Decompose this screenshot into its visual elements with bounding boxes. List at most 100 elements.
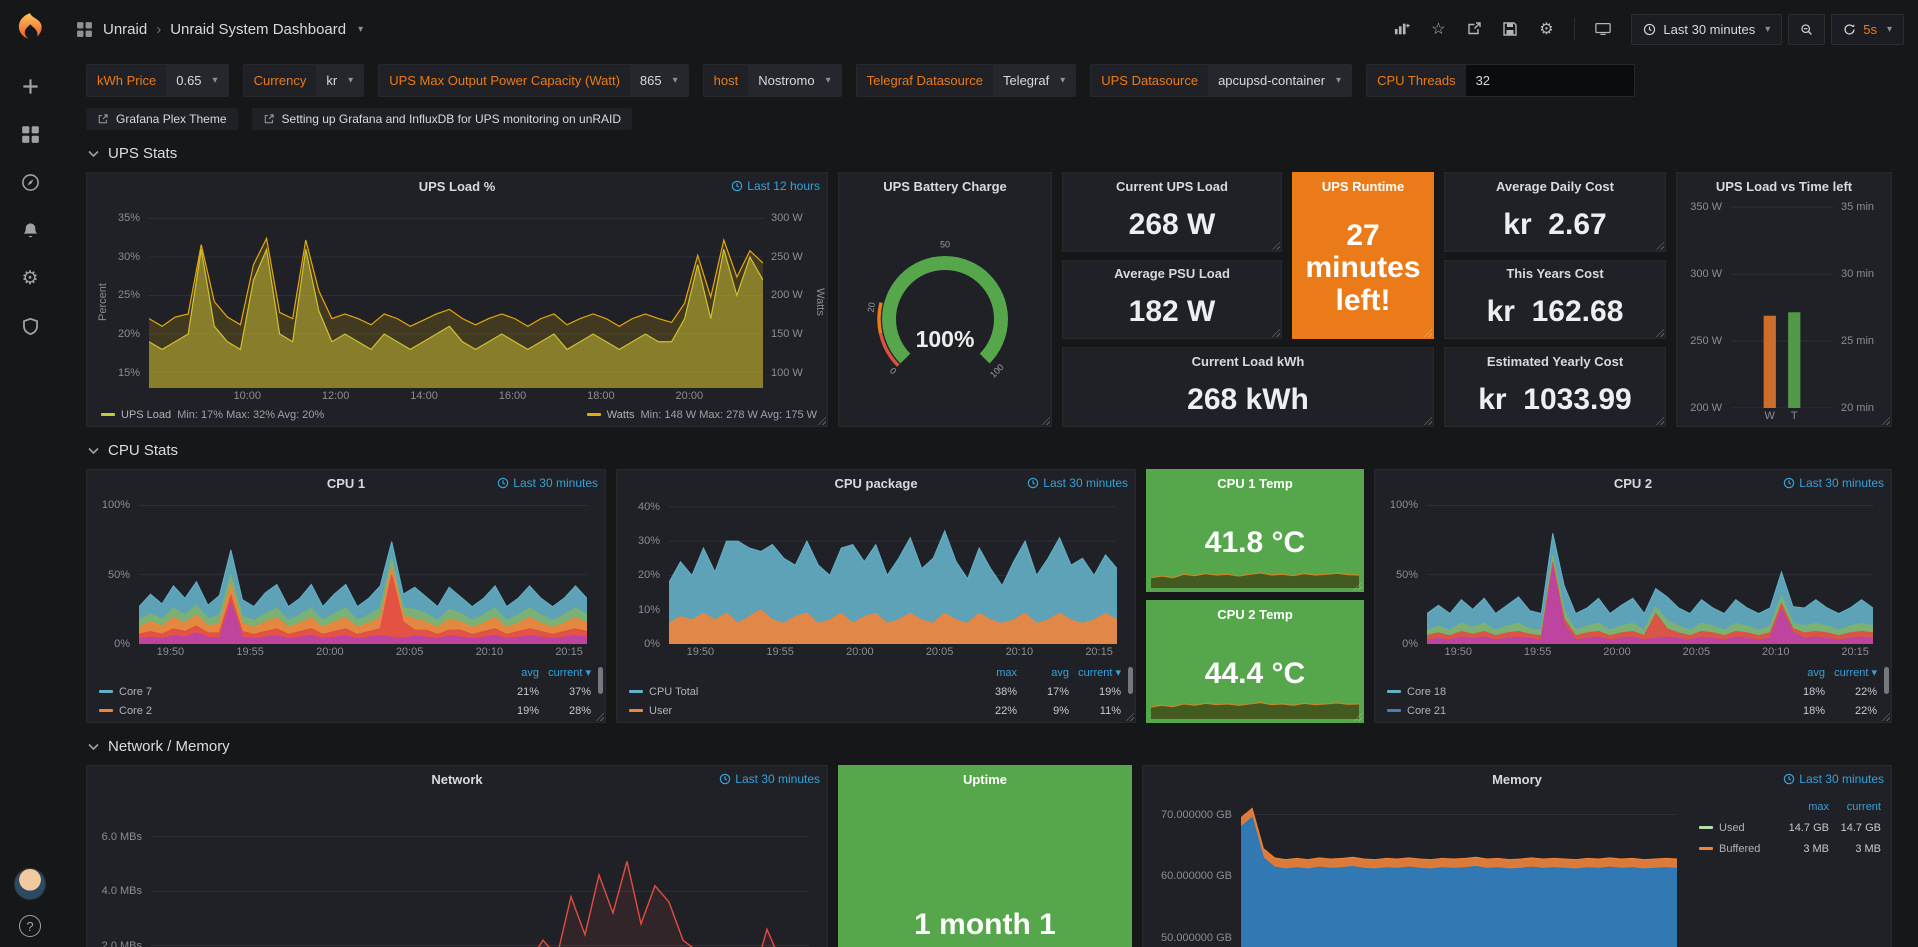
ups-bar-plot[interactable] [1731,203,1833,408]
server-admin-shield-icon[interactable] [0,302,60,350]
legend-row-used[interactable]: Used 14.7 GB 14.7 GB [1699,817,1881,838]
panel-title[interactable]: UPS Load % [418,178,496,194]
legend-item-ups-load[interactable]: UPS Load Min: 17% Max: 32% Avg: 20% [101,409,324,421]
star-icon[interactable]: ☆ [1431,21,1446,38]
share-icon[interactable] [1458,14,1490,44]
panel-header[interactable]: Current Load kWh [1063,348,1433,374]
variable-value-dropdown[interactable]: kr ▾ [316,65,364,96]
panel-time-override[interactable]: Last 30 minutes [497,470,598,496]
panel-header[interactable]: Average Daily Cost [1445,173,1665,199]
panel-title[interactable]: CPU package [834,475,918,491]
panel-header[interactable]: Estimated Yearly Cost [1445,348,1665,374]
variable-value-dropdown[interactable]: Nostromo ▾ [748,65,841,96]
panel-title[interactable]: Average Daily Cost [1495,178,1614,194]
panel-title[interactable]: Memory [1492,771,1542,787]
dashboard-link-setting-up-grafana-and-influxdb-for-ups-monitoring-on-unraid[interactable]: Setting up Grafana and InfluxDB for UPS … [251,108,633,130]
section-network-memory[interactable]: Network / Memory [88,738,1892,755]
refresh-picker[interactable]: 5s ▾ [1831,13,1904,45]
cpu1-plot[interactable] [139,500,587,644]
panel-header[interactable]: Network Last 30 minutes [87,766,827,792]
section-ups-stats[interactable]: UPS Stats [88,145,1892,162]
legend-column-header[interactable]: avg [521,666,539,679]
panel-time-override[interactable]: Last 30 minutes [719,766,820,792]
legend-row-core-7[interactable]: Core 7 21% 37% [99,682,591,701]
panel-title[interactable]: CPU 1 [326,475,366,491]
panel-time-override[interactable]: Last 30 minutes [1783,470,1884,496]
panel-header[interactable]: UPS Load % Last 12 hours [87,173,827,199]
configuration-gear-icon[interactable]: ⚙ [21,267,39,289]
legend-column-header[interactable]: current ▾ [1834,667,1877,679]
breadcrumb-folder[interactable]: Unraid [103,20,148,38]
variable-input[interactable] [1465,65,1634,96]
legend-row-cpu-total[interactable]: CPU Total 38% 17% 19% [629,682,1121,701]
panel-title[interactable]: Current UPS Load [1116,178,1228,194]
legend-column-header[interactable]: avg [1807,666,1825,679]
panel-header[interactable]: Average PSU Load [1063,261,1281,287]
panel-header[interactable]: Memory Last 30 minutes [1143,766,1891,792]
panel-header[interactable]: CPU 2 Temp [1147,601,1363,627]
user-avatar[interactable] [15,869,45,899]
zoom-out-button[interactable] [1788,13,1826,45]
section-cpu-stats[interactable]: CPU Stats [88,442,1892,459]
legend-column-header[interactable]: current [1846,800,1881,813]
legend-row-core-21[interactable]: Core 21 18% 22% [1387,701,1877,720]
panel-title[interactable]: Current Load kWh [1191,353,1305,369]
dashboard-link-grafana-plex-theme[interactable]: Grafana Plex Theme [86,108,238,130]
panel-title[interactable]: UPS Battery Charge [883,178,1007,194]
legend-column-header[interactable]: max [1808,800,1829,813]
settings-gear-icon[interactable]: ⚙ [1539,21,1554,38]
legend-scrollbar[interactable] [1128,667,1133,694]
panel-header[interactable]: UPS Load vs Time left [1677,173,1891,199]
battery-gauge[interactable]: 0 20 50 100 100% [839,199,1051,426]
panel-header[interactable]: CPU 1 Last 30 minutes [87,470,605,496]
legend-column-header[interactable]: avg [1051,666,1069,679]
panel-title[interactable]: This Years Cost [1506,266,1604,282]
grafana-logo[interactable] [10,8,50,48]
legend-column-header[interactable]: current ▾ [548,667,591,679]
panel-header[interactable]: CPU package Last 30 minutes [617,470,1135,496]
create-plus-icon[interactable] [0,62,60,110]
panel-header[interactable]: This Years Cost [1445,261,1665,287]
legend-row-core-2[interactable]: Core 2 19% 28% [99,701,591,720]
legend-scrollbar[interactable] [598,667,603,694]
add-panel-icon[interactable] [1386,14,1418,44]
ups-load-plot[interactable] [149,203,763,388]
panel-title[interactable]: CPU 1 Temp [1217,475,1293,491]
panel-header[interactable]: Uptime [839,766,1131,792]
legend-row-buffered[interactable]: Buffered 3 MB 3 MB [1699,838,1881,859]
variable-value-dropdown[interactable]: apcupsd-container ▾ [1208,65,1352,96]
time-range-picker[interactable]: Last 30 minutes ▾ [1631,13,1783,45]
explore-compass-icon[interactable] [0,158,60,206]
panel-time-override[interactable]: Last 30 minutes [1027,470,1128,496]
panel-time-override[interactable]: Last 30 minutes [1783,766,1884,792]
panel-title[interactable]: UPS Load vs Time left [1715,178,1853,194]
panel-header[interactable]: CPU 1 Temp [1147,470,1363,496]
variable-value-dropdown[interactable]: Telegraf ▾ [992,65,1076,96]
panel-header[interactable]: CPU 2 Last 30 minutes [1375,470,1891,496]
breadcrumb-dashboard-title[interactable]: Unraid System Dashboard [170,20,347,38]
panel-header[interactable]: UPS Battery Charge [839,173,1051,199]
save-icon[interactable] [1494,14,1526,44]
alerting-bell-icon[interactable] [0,206,60,254]
legend-scrollbar[interactable] [1884,667,1889,694]
variable-value-dropdown[interactable]: 865 ▾ [629,65,688,96]
variable-value-dropdown[interactable]: 0.65 ▾ [166,65,228,96]
panel-title[interactable]: Average PSU Load [1114,266,1230,282]
panel-time-override[interactable]: Last 12 hours [731,173,820,199]
legend-row-core-18[interactable]: Core 18 18% 22% [1387,682,1877,701]
panel-title[interactable]: Network [431,771,483,787]
panel-title[interactable]: CPU 2 [1613,475,1653,491]
panel-title[interactable]: Uptime [962,771,1008,787]
legend-item-watts[interactable]: Watts Min: 148 W Max: 278 W Avg: 175 W [586,409,817,421]
chevron-down-icon[interactable]: ▾ [358,23,364,35]
panel-title[interactable]: CPU 2 Temp [1217,606,1293,622]
panel-header[interactable]: UPS Runtime [1293,173,1433,199]
panel-title[interactable]: Estimated Yearly Cost [1486,353,1624,369]
legend-column-header[interactable]: current ▾ [1078,667,1121,679]
memory-plot[interactable] [1241,796,1677,947]
legend-row-user[interactable]: User 22% 9% 11% [629,701,1121,720]
dashboards-icon[interactable] [0,110,60,158]
cpu-package-plot[interactable] [669,500,1117,644]
panel-header[interactable]: Current UPS Load [1063,173,1281,199]
legend-column-header[interactable]: max [996,666,1017,679]
